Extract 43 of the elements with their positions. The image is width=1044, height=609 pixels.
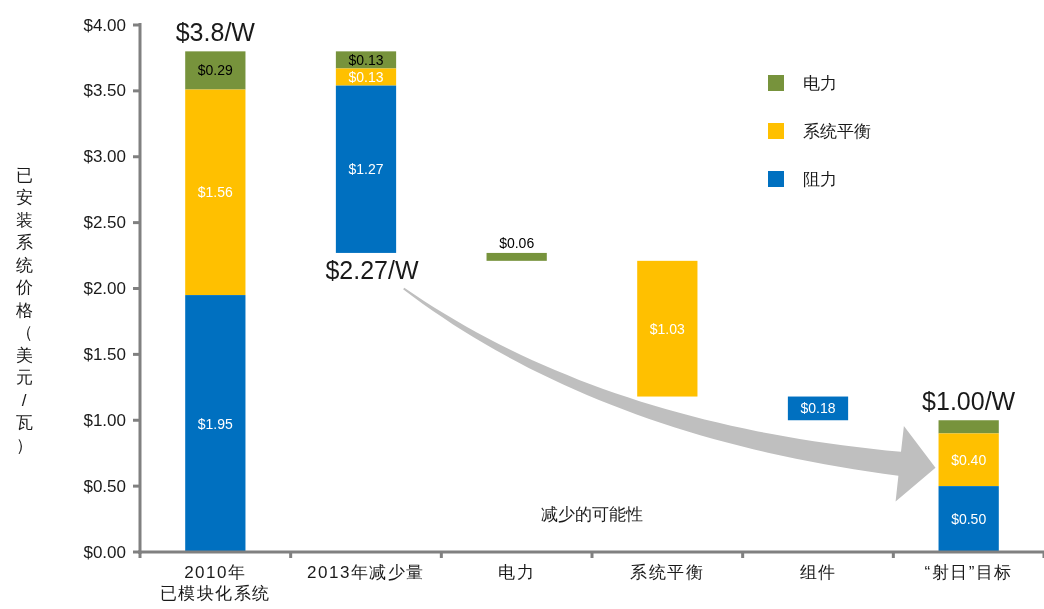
data-label: $0.40 (951, 451, 987, 468)
data-label: $0.06 (499, 234, 535, 251)
y-tick-label: $3.50 (83, 81, 126, 101)
bar (335, 85, 397, 253)
annotation: $3.8/W (175, 18, 256, 47)
x-tick-label: 2013年减少量 (307, 563, 425, 582)
bar (486, 252, 547, 261)
bar (185, 51, 246, 90)
data-label: $1.56 (197, 184, 234, 201)
y-tick-label: $1.50 (83, 344, 126, 364)
y-tick-label: $0.00 (83, 542, 126, 562)
data-label: $0.13 (348, 69, 384, 86)
y-tick-label: $2.00 (83, 279, 126, 298)
x-tick-label: 组件 (799, 563, 837, 582)
bar (637, 260, 698, 397)
bar (938, 486, 999, 552)
legend-label: 阻力 (803, 169, 837, 189)
y-tick-label: $4.00 (83, 15, 126, 35)
data-label: $0.13 (348, 51, 384, 68)
data-label: $1.03 (649, 320, 686, 337)
x-tick-label: “射日”目标 (924, 563, 1013, 582)
bar (938, 420, 999, 434)
data-label: $0.50 (951, 511, 987, 528)
bar (185, 89, 246, 296)
legend-label: 系统平衡 (803, 121, 871, 141)
x-tick-label: 电力 (498, 563, 536, 582)
annotation: $2.27/W (325, 255, 419, 284)
x-tick-label: 2010年已模块化系统 (159, 563, 271, 603)
x-tick-label: 系统平衡 (630, 563, 705, 582)
data-label: $0.18 (800, 400, 836, 417)
y-tick-label: $0.50 (83, 476, 126, 496)
legend-label: 电力 (803, 73, 837, 93)
bar (938, 433, 999, 487)
annotation: 减少的可能性 (541, 505, 643, 524)
bar (185, 295, 246, 552)
y-tick-label: $1.00 (83, 410, 126, 430)
y-tick-label: $2.50 (83, 213, 126, 233)
y-tick-label: $3.00 (83, 147, 126, 167)
data-label: $0.29 (197, 62, 234, 79)
y-axis-title: 已安装系统价格（美元/瓦） (15, 165, 33, 455)
data-label: $1.95 (197, 415, 234, 432)
data-label: $1.27 (348, 161, 384, 178)
annotation: $1.00/W (922, 387, 1016, 416)
